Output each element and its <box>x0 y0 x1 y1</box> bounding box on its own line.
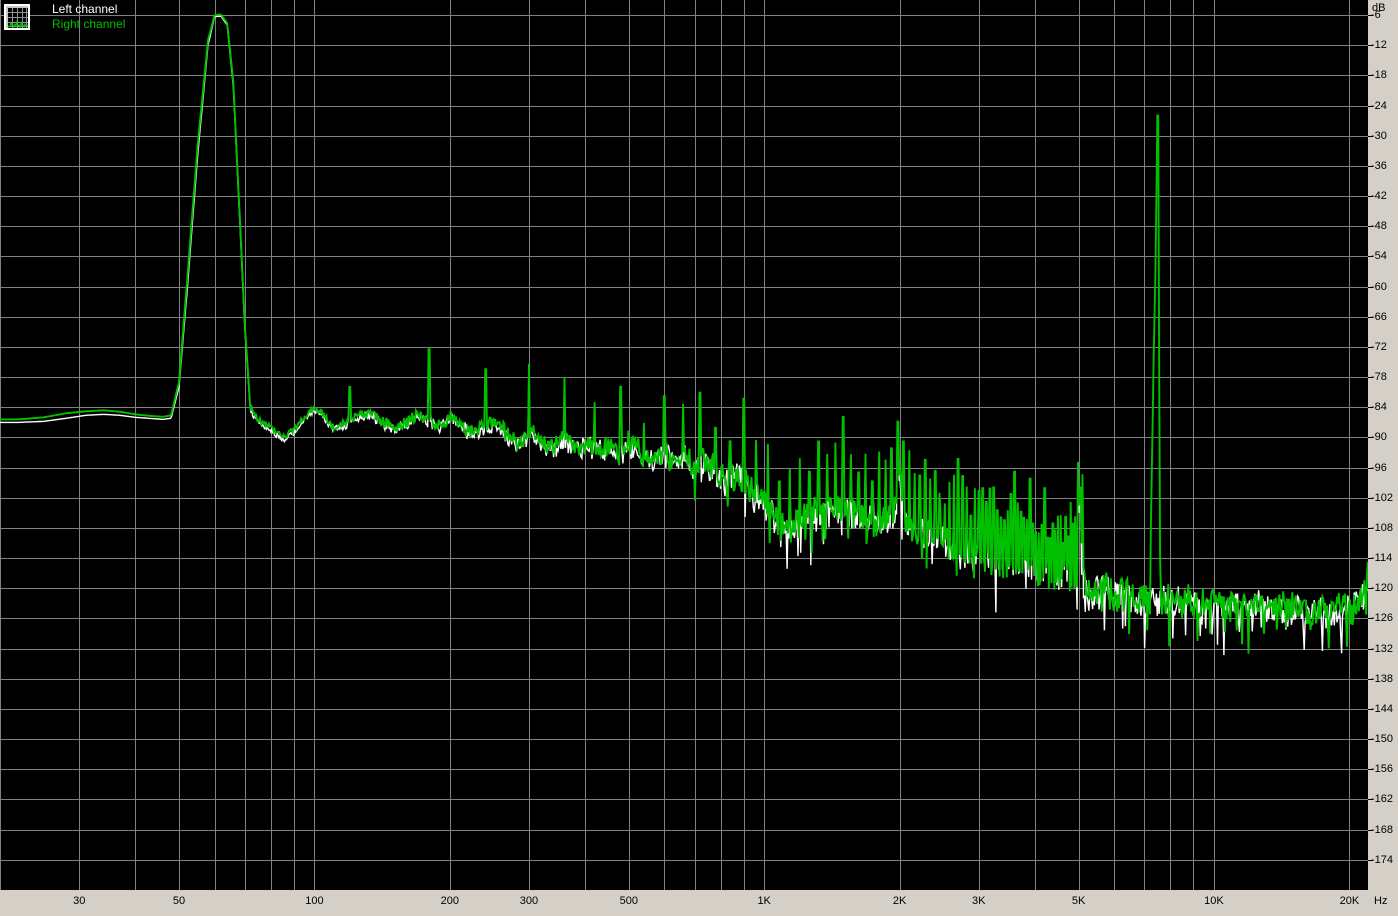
y-tick-label: -72 <box>1371 341 1387 353</box>
y-tick-mark <box>1368 709 1373 710</box>
x-tick-label: 1K <box>757 895 771 907</box>
x-tick-label: 300 <box>519 895 539 907</box>
y-tick-mark <box>1368 15 1373 16</box>
y-axis: dB -6 -12 -18 -24 -30 -36 -42 -48 -54 -60 -66 -72 -7… <box>1368 0 1398 890</box>
y-tick-label: -96 <box>1371 462 1387 474</box>
y-tick-mark <box>1368 618 1373 619</box>
y-tick-mark <box>1368 347 1373 348</box>
x-tick-label: 2K <box>892 895 907 907</box>
y-tick-label: -102 <box>1371 492 1394 504</box>
y-tick-mark <box>1368 166 1373 167</box>
y-tick-mark <box>1368 830 1373 831</box>
x-tick-label: 100 <box>305 895 324 907</box>
trace-left-channel <box>0 15 1368 656</box>
y-tick-label: -168 <box>1371 824 1394 836</box>
y-tick-mark <box>1368 860 1373 861</box>
x-tick-label: 20K <box>1339 895 1360 907</box>
y-tick-label: -30 <box>1371 130 1387 142</box>
y-tick-label: -90 <box>1371 431 1387 443</box>
y-tick-mark <box>1368 437 1373 438</box>
y-tick-label: -108 <box>1371 522 1394 534</box>
y-axis-unit-label: dB <box>1372 2 1386 14</box>
y-tick-label: -18 <box>1371 69 1387 81</box>
trace-right-channel <box>0 13 1368 654</box>
y-tick-label: -120 <box>1371 582 1394 594</box>
y-tick-label: -12 <box>1371 39 1387 51</box>
y-tick-mark <box>1368 649 1373 650</box>
spectrum-thumbnail-icon[interactable] <box>4 4 30 30</box>
spectrum-plot-area[interactable] <box>0 0 1368 890</box>
y-tick-label: -150 <box>1371 733 1394 745</box>
y-tick-label: -126 <box>1371 612 1394 624</box>
x-axis-unit-label: Hz <box>1374 895 1388 907</box>
x-axis: Hz 30 50 100 200 300 500 1K 2K 3K 5K 10K 20K <box>0 890 1398 916</box>
y-tick-label: -54 <box>1371 250 1387 262</box>
legend[interactable]: Left channel Right channel <box>4 2 125 32</box>
y-tick-mark <box>1368 588 1373 589</box>
y-tick-mark <box>1368 45 1373 46</box>
y-tick-label: -84 <box>1371 401 1387 413</box>
y-tick-label: -78 <box>1371 371 1387 383</box>
x-tick-label: 10K <box>1204 895 1224 907</box>
legend-item-left-channel: Left channel <box>52 2 118 16</box>
x-tick-label: 3K <box>972 895 986 907</box>
y-tick-mark <box>1368 75 1373 76</box>
y-tick-mark <box>1368 377 1373 378</box>
x-tick-label: 500 <box>619 895 638 907</box>
y-tick-mark <box>1368 196 1373 197</box>
legend-labels: Left channel Right channel <box>52 2 125 32</box>
y-tick-mark <box>1368 317 1373 318</box>
y-tick-mark <box>1368 226 1373 227</box>
y-tick-mark <box>1368 679 1373 680</box>
y-tick-label: -48 <box>1371 220 1387 232</box>
y-tick-label: -174 <box>1371 854 1394 866</box>
y-tick-mark <box>1368 256 1373 257</box>
y-tick-label: -144 <box>1371 703 1394 715</box>
y-tick-mark <box>1368 287 1373 288</box>
y-tick-label: -36 <box>1371 160 1387 172</box>
x-tick-label: 200 <box>440 895 459 907</box>
x-tick-label: 30 <box>73 895 86 907</box>
y-tick-label: -132 <box>1371 643 1394 655</box>
y-tick-label: -138 <box>1371 673 1394 685</box>
y-tick-label: -114 <box>1371 552 1393 564</box>
y-tick-mark <box>1368 799 1373 800</box>
legend-item-right-channel: Right channel <box>52 17 126 31</box>
y-tick-label: -42 <box>1371 190 1387 202</box>
y-tick-label: -162 <box>1371 793 1394 805</box>
thumbnail-graphic <box>8 8 28 28</box>
trace-lines <box>0 13 1368 656</box>
y-tick-mark <box>1368 407 1373 408</box>
y-tick-label: -156 <box>1371 763 1394 775</box>
x-tick-label: 50 <box>172 895 186 907</box>
y-tick-label: -60 <box>1371 281 1387 293</box>
y-tick-label: -6 <box>1371 9 1381 21</box>
x-tick-label: 5K <box>1071 895 1086 907</box>
y-tick-mark <box>1368 528 1373 529</box>
y-tick-mark <box>1368 468 1373 469</box>
y-tick-mark <box>1368 739 1373 740</box>
y-tick-label: -66 <box>1371 311 1387 323</box>
y-tick-label: -24 <box>1371 100 1387 112</box>
y-tick-mark <box>1368 106 1373 107</box>
y-tick-mark <box>1368 498 1373 499</box>
y-tick-mark <box>1368 136 1373 137</box>
y-tick-mark <box>1368 769 1373 770</box>
y-tick-mark <box>1368 558 1373 559</box>
spectrum-plot-svg <box>0 0 1368 890</box>
